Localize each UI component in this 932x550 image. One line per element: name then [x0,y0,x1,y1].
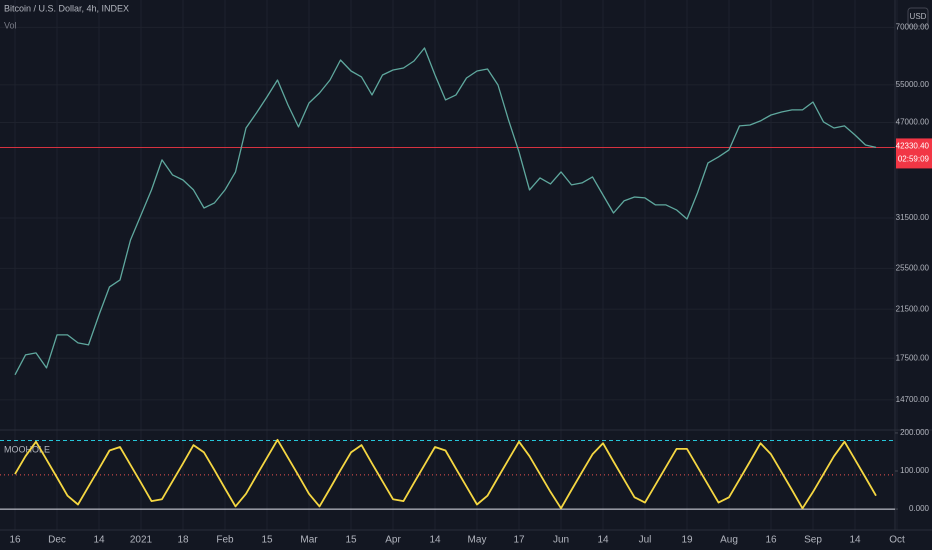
price-line [14,47,877,376]
x-tick-label: Feb [216,535,234,546]
volume-label: Vol [4,20,17,30]
countdown-label: 02:59:09 [898,155,930,164]
symbol-title: Bitcoin / U.S. Dollar, 4h, INDEX [4,3,129,13]
x-tick-label: 14 [93,535,105,546]
x-tick-label: 14 [597,535,609,546]
indicator-title: MOOHOLE [4,444,50,454]
y-tick-label: 0.000 [909,504,930,513]
x-tick-label: 15 [345,535,357,546]
y-tick-label: 70000.00 [896,22,930,31]
x-tick-label: 14 [849,535,861,546]
x-tick-label: Oct [889,535,905,546]
last-price-badge [896,138,932,169]
currency-label[interactable]: USD [910,12,927,21]
x-tick-label: 2021 [130,535,153,546]
x-tick-label: May [468,535,487,546]
x-tick-label: 18 [177,535,189,546]
x-tick-label: 15 [261,535,273,546]
y-tick-label: 14700.00 [896,395,930,404]
x-tick-label: 17 [513,535,525,546]
y-tick-label: 25500.00 [896,264,930,273]
x-tick-label: Sep [804,535,822,546]
y-tick-label: 17500.00 [896,353,930,362]
y-tick-label: 200.000 [900,428,929,437]
oscillator-line [14,438,877,510]
y-tick-label: 31500.00 [896,213,930,222]
y-tick-label: 55000.00 [896,80,930,89]
currency-button[interactable] [907,7,929,27]
y-tick-label: 47000.00 [896,118,930,127]
y-tick-label: 100.000 [900,466,929,475]
y-tick-label: 21500.00 [896,304,930,313]
x-tick-label: Mar [300,535,318,546]
x-tick-label: Dec [48,535,66,546]
x-tick-label: 19 [681,535,693,546]
x-tick-label: Jun [553,535,569,546]
x-tick-label: 14 [429,535,441,546]
x-tick-label: Aug [720,535,738,546]
x-tick-label: Apr [385,535,401,546]
x-tick-label: 16 [765,535,777,546]
x-tick-label: 16 [9,535,21,546]
x-tick-label: Jul [639,535,652,546]
last-price-label: 42330.40 [896,142,930,151]
